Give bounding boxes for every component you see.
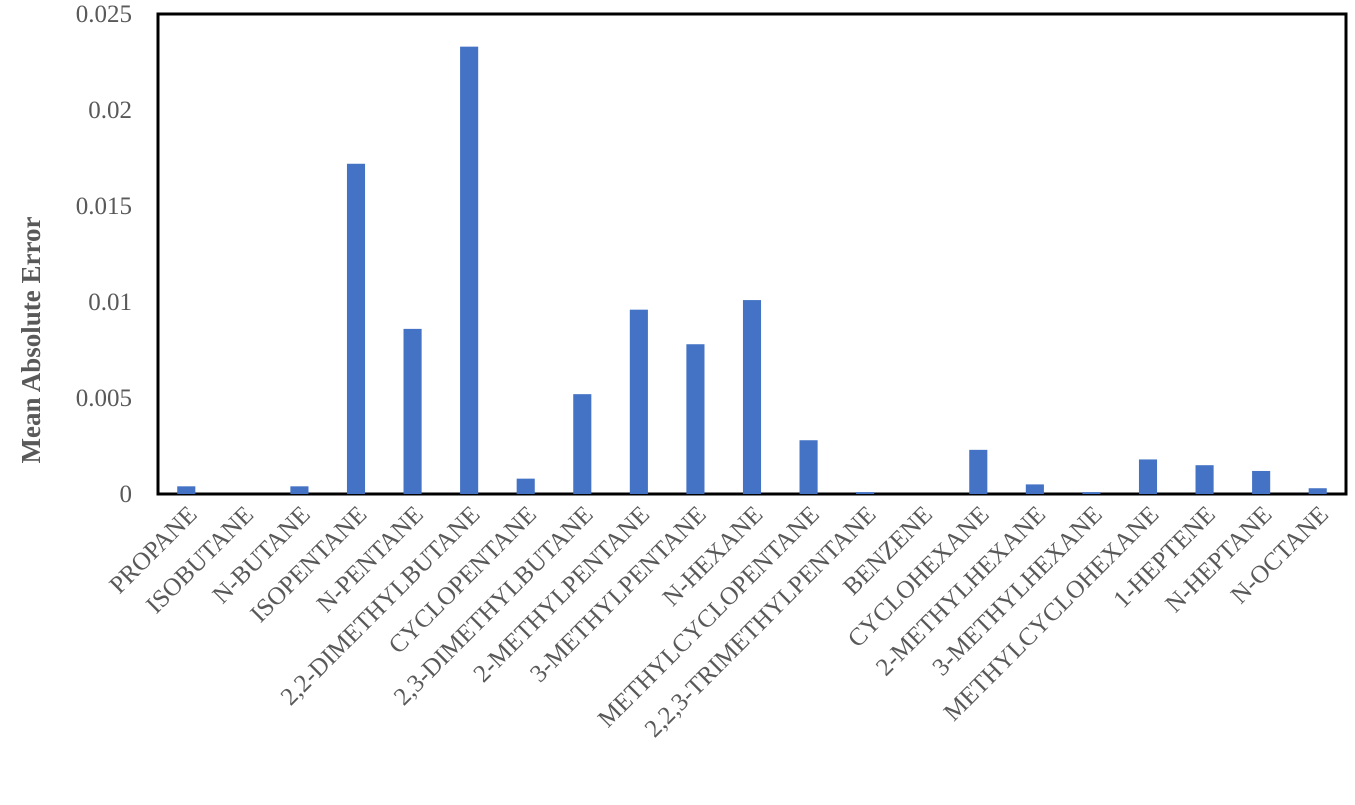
bar (290, 486, 309, 494)
bars (177, 46, 1327, 494)
y-tick-label: 0.005 (76, 385, 132, 412)
bar (1252, 470, 1271, 494)
y-tick-label: 0.025 (76, 1, 132, 28)
bar (1082, 492, 1101, 494)
bar (177, 486, 196, 494)
bar (1025, 484, 1044, 494)
bar (742, 300, 762, 494)
y-tick-label: 0 (120, 481, 133, 508)
bar (1138, 459, 1158, 494)
bar (346, 163, 366, 494)
bar (516, 478, 535, 494)
bar (799, 440, 818, 494)
bar (1195, 465, 1214, 494)
x-axis-ticks: PROPANEISOBUTANEN-BUTANEISOPENTANEN-PENT… (105, 501, 1334, 743)
y-tick-label: 0.015 (76, 193, 132, 220)
y-axis-ticks: 0 0.005 0.01 0.015 0.02 0.025 (76, 1, 132, 508)
bar (629, 309, 648, 494)
bar (573, 394, 592, 494)
bar (686, 344, 705, 494)
bar (1308, 488, 1327, 494)
y-tick-label: 0.02 (88, 97, 132, 124)
y-axis-label: Mean Absolute Error (16, 216, 46, 463)
y-tick-label: 0.01 (88, 289, 132, 316)
bar (969, 449, 988, 494)
bar (403, 328, 422, 494)
bar (856, 492, 875, 494)
bar (460, 46, 479, 494)
